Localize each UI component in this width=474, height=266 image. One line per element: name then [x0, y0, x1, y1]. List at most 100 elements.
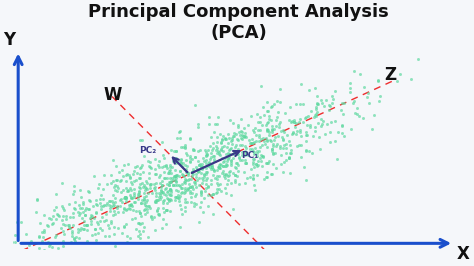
- Point: [107, 206, 114, 210]
- Point: [263, 127, 271, 131]
- Point: [276, 146, 284, 150]
- Point: [182, 179, 189, 184]
- Point: [154, 209, 161, 213]
- Point: [308, 151, 316, 155]
- Point: [215, 187, 223, 191]
- Point: [253, 139, 260, 143]
- Point: [191, 194, 199, 198]
- Point: [135, 190, 143, 194]
- Point: [274, 110, 282, 114]
- Point: [360, 85, 368, 89]
- Point: [166, 209, 173, 213]
- Point: [292, 125, 299, 129]
- Point: [231, 173, 239, 177]
- Point: [184, 171, 192, 175]
- Point: [242, 161, 250, 165]
- Point: [111, 188, 118, 192]
- Point: [112, 164, 120, 168]
- Point: [207, 151, 214, 155]
- Point: [241, 149, 249, 153]
- Point: [161, 176, 169, 180]
- Point: [199, 176, 206, 181]
- Point: [200, 172, 208, 176]
- Point: [158, 140, 166, 144]
- Point: [248, 141, 255, 146]
- Point: [269, 152, 277, 156]
- Point: [181, 146, 188, 150]
- Point: [241, 134, 249, 138]
- Point: [144, 204, 152, 208]
- Point: [224, 174, 232, 178]
- Point: [145, 191, 152, 195]
- Point: [107, 204, 115, 208]
- Point: [135, 176, 143, 180]
- Point: [165, 183, 173, 187]
- Point: [126, 236, 134, 240]
- Point: [194, 125, 202, 129]
- Point: [265, 159, 273, 163]
- Point: [130, 200, 138, 204]
- Point: [356, 72, 364, 76]
- Point: [137, 214, 145, 218]
- Point: [289, 132, 296, 136]
- Point: [207, 182, 215, 186]
- Point: [349, 101, 357, 106]
- Point: [202, 150, 210, 155]
- Point: [191, 180, 199, 185]
- Point: [243, 149, 250, 154]
- Point: [313, 114, 320, 118]
- Point: [151, 186, 158, 190]
- Point: [165, 171, 173, 176]
- Point: [189, 172, 197, 176]
- Point: [157, 185, 164, 189]
- Point: [129, 208, 137, 212]
- Point: [203, 170, 210, 174]
- Point: [238, 143, 246, 148]
- Point: [128, 217, 136, 221]
- Point: [207, 155, 215, 159]
- Point: [290, 130, 297, 134]
- Point: [202, 182, 210, 186]
- Point: [163, 186, 170, 190]
- Point: [228, 142, 236, 146]
- Point: [213, 168, 221, 172]
- Point: [290, 118, 298, 122]
- Point: [338, 124, 346, 128]
- Point: [189, 147, 197, 151]
- Point: [111, 183, 119, 187]
- Point: [70, 236, 78, 240]
- Point: [128, 182, 136, 186]
- Point: [224, 140, 231, 145]
- Point: [137, 172, 144, 176]
- Point: [136, 186, 144, 190]
- Point: [223, 163, 230, 167]
- Point: [168, 193, 175, 197]
- Point: [173, 173, 181, 177]
- Point: [122, 186, 130, 190]
- Point: [146, 182, 154, 186]
- Point: [218, 147, 225, 151]
- Point: [223, 159, 230, 163]
- Point: [125, 206, 133, 210]
- Point: [248, 137, 256, 141]
- Point: [249, 162, 256, 166]
- Point: [318, 101, 326, 105]
- Point: [49, 221, 56, 225]
- Point: [92, 202, 100, 206]
- Point: [194, 122, 201, 126]
- Point: [136, 236, 144, 240]
- Point: [202, 186, 210, 190]
- Point: [175, 183, 182, 188]
- Point: [181, 200, 189, 205]
- Point: [307, 122, 314, 127]
- Point: [180, 173, 187, 177]
- Point: [96, 219, 104, 223]
- Point: [129, 172, 137, 176]
- Point: [296, 130, 304, 134]
- Point: [164, 176, 171, 181]
- Point: [254, 163, 262, 167]
- Point: [111, 212, 119, 216]
- Point: [134, 221, 142, 225]
- Point: [182, 178, 190, 182]
- Point: [228, 146, 235, 150]
